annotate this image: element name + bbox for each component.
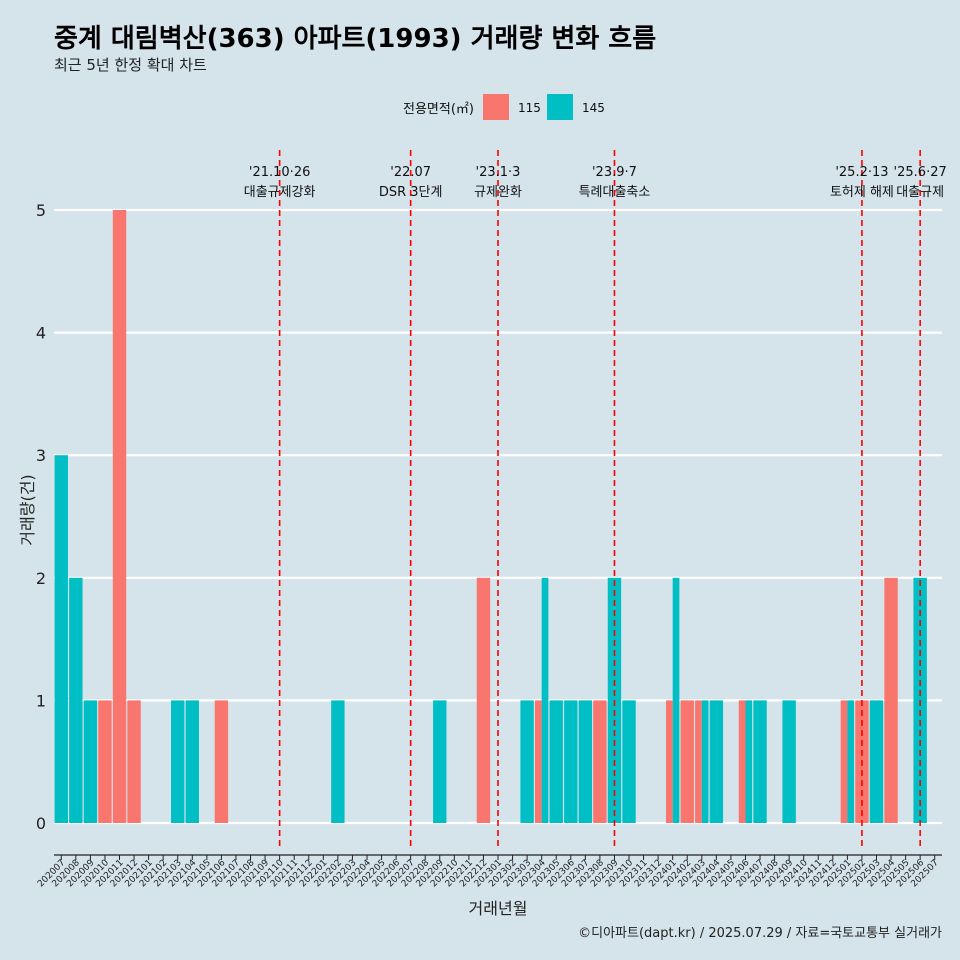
page-title: 중계 대림벽산(363) 아파트(1993) 거래량 변화 흐름 (54, 24, 657, 54)
legend-label: 115 (518, 101, 541, 115)
legend-swatch (547, 94, 573, 120)
y-tick-label: 3 (36, 446, 46, 465)
event-date-label: '23.1·3 (476, 165, 521, 180)
bar-115 (665, 700, 673, 823)
x-axis-title: 거래년월 (469, 899, 528, 918)
bar-145 (578, 700, 593, 823)
event-date-label: '23.9·7 (592, 165, 637, 180)
event-date-label: '25.2·13 (835, 165, 888, 180)
bar-115 (593, 700, 607, 823)
event-label: 토허제 해제 (830, 185, 894, 200)
y-axis: 0 1 2 3 4 5 거래량(건) (18, 201, 46, 833)
bar-145 (171, 700, 185, 823)
bar-115 (476, 577, 491, 823)
y-axis-title: 거래량(건) (18, 474, 37, 545)
bar-145 (753, 700, 767, 823)
bar-115 (695, 700, 702, 823)
bar-115 (127, 700, 141, 823)
bar-145 (869, 700, 884, 823)
y-tick-label: 1 (36, 691, 46, 710)
event-label: 특례대출축소 (579, 185, 651, 200)
bar-115 (738, 700, 746, 823)
bar-145 (54, 455, 68, 823)
bar-145 (745, 700, 753, 823)
y-tick-label: 0 (36, 814, 46, 833)
legend-label: 145 (582, 101, 605, 115)
bar-145 (622, 700, 636, 823)
event-label: 대출규제 (896, 185, 944, 200)
y-tick-label: 2 (36, 569, 46, 588)
bar-115 (534, 700, 542, 823)
bar-115 (884, 577, 898, 823)
bar-145 (331, 700, 345, 823)
event-label: DSR 3단계 (379, 185, 443, 200)
bar-145 (69, 577, 83, 823)
bar-145 (672, 577, 680, 823)
event-date-label: '21.10·26 (249, 165, 310, 180)
page-subtitle: 최근 5년 한정 확대 차트 (54, 56, 207, 74)
bar-115 (112, 210, 127, 823)
bars (54, 210, 927, 823)
event-date-label: '22.07 (390, 165, 431, 180)
legend: 전용면적(㎡) 115 145 (403, 94, 605, 120)
bar-145 (520, 700, 534, 823)
legend-title: 전용면적(㎡) (403, 102, 474, 117)
bar-115 (840, 700, 848, 823)
bar-145 (701, 700, 709, 823)
bar-115 (214, 700, 229, 823)
bar-145 (847, 700, 855, 823)
bar-115 (680, 700, 694, 823)
bar-145 (549, 700, 563, 823)
legend-swatch (483, 94, 509, 120)
x-axis: 2020072020082020092020102020112020122021… (36, 854, 942, 918)
bar-145 (541, 577, 549, 823)
y-tick-label: 5 (36, 201, 46, 220)
bar-145 (433, 700, 447, 823)
source-caption: ©디아파트(dapt.kr) / 2025.07.29 / 자료=국토교통부 실… (578, 926, 942, 941)
bar-145 (782, 700, 796, 823)
y-tick-label: 4 (36, 324, 46, 343)
bar-145 (185, 700, 199, 823)
event-date-label: '25.6·27 (894, 165, 947, 180)
event-label: 규제완화 (474, 185, 522, 200)
bar-115 (98, 700, 112, 823)
bar-145 (564, 700, 578, 823)
event-label: 대출규제강화 (244, 185, 316, 200)
event-markers: '21.10·26 대출규제강화 '22.07 DSR 3단계 '23.1·3 규제완화 '… (244, 150, 947, 850)
bar-145 (709, 700, 724, 823)
bar-145 (83, 700, 98, 823)
